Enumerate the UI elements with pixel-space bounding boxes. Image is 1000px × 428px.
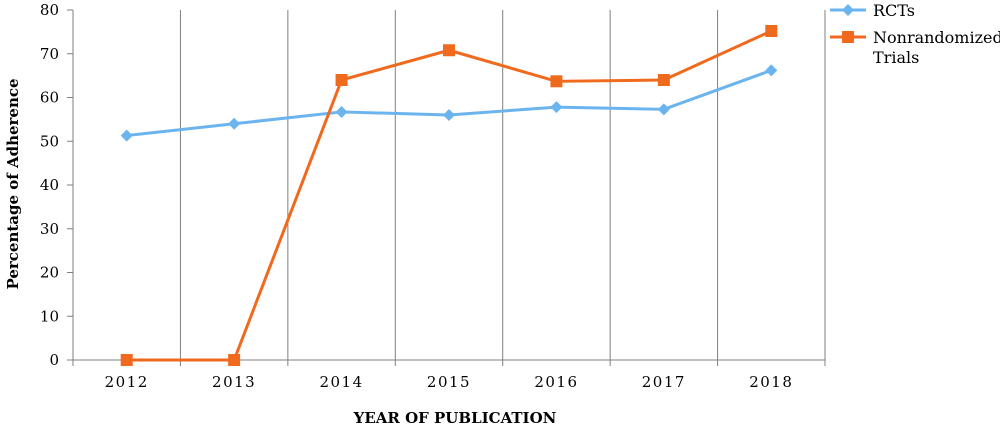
y-tick-label: 40 — [40, 176, 59, 194]
legend-marker-rcts — [842, 4, 854, 16]
x-tick-label: 2016 — [534, 373, 578, 391]
y-tick-labels: 0 10 20 30 40 50 60 70 80 — [40, 1, 59, 369]
x-tick-label: 2017 — [642, 373, 686, 391]
legend-entry-rcts: RCTs — [830, 1, 915, 20]
data-point — [443, 44, 455, 57]
series-line — [126, 68, 772, 138]
data-point — [335, 105, 348, 118]
data-point — [765, 25, 778, 37]
data-point — [550, 75, 563, 88]
y-tick-label: 30 — [40, 220, 59, 238]
x-tick-label: 2015 — [427, 373, 471, 391]
x-tick-label: 2014 — [319, 373, 363, 391]
data-point — [228, 354, 241, 366]
y-axis-title: Percentage of Adherence — [4, 78, 22, 289]
legend-marker-nonrandomized — [842, 31, 854, 43]
y-tick-label: 50 — [40, 132, 59, 150]
data-point — [443, 109, 455, 121]
y-tick-label: 80 — [40, 1, 59, 19]
data-point — [657, 103, 670, 116]
legend: RCTs Nonrandomized Trials — [830, 1, 1000, 67]
y-tick-label: 10 — [40, 307, 59, 325]
x-tick-label: 2012 — [105, 373, 149, 391]
x-tick-label: 2018 — [749, 373, 793, 391]
data-point — [120, 129, 133, 142]
data-point — [120, 354, 133, 366]
y-tick-label: 0 — [49, 351, 59, 369]
gridlines — [179, 10, 826, 360]
x-tick-labels: 2012 2013 2014 2015 2016 2017 2018 — [105, 373, 793, 391]
legend-label-nonrandomized-line2: Trials — [873, 48, 919, 67]
y-tick-label: 70 — [40, 45, 59, 63]
data-point — [657, 74, 670, 86]
series-rcts — [120, 64, 778, 142]
x-tick-label: 2013 — [212, 373, 256, 391]
series-line — [126, 29, 772, 362]
x-axis-title: YEAR OF PUBLICATION — [353, 409, 557, 427]
series — [120, 25, 778, 366]
data-point — [765, 64, 778, 77]
legend-label-nonrandomized-line1: Nonrandomized — [873, 28, 1000, 47]
series-nonrandomized — [120, 25, 778, 366]
legend-entry-nonrandomized: Nonrandomized Trials — [830, 28, 1000, 67]
y-tick-label: 20 — [40, 264, 59, 282]
legend-label-rcts: RCTs — [873, 1, 915, 20]
y-tick-label: 60 — [40, 89, 59, 107]
data-point — [228, 117, 241, 130]
data-point — [550, 101, 563, 114]
data-point — [335, 74, 348, 86]
